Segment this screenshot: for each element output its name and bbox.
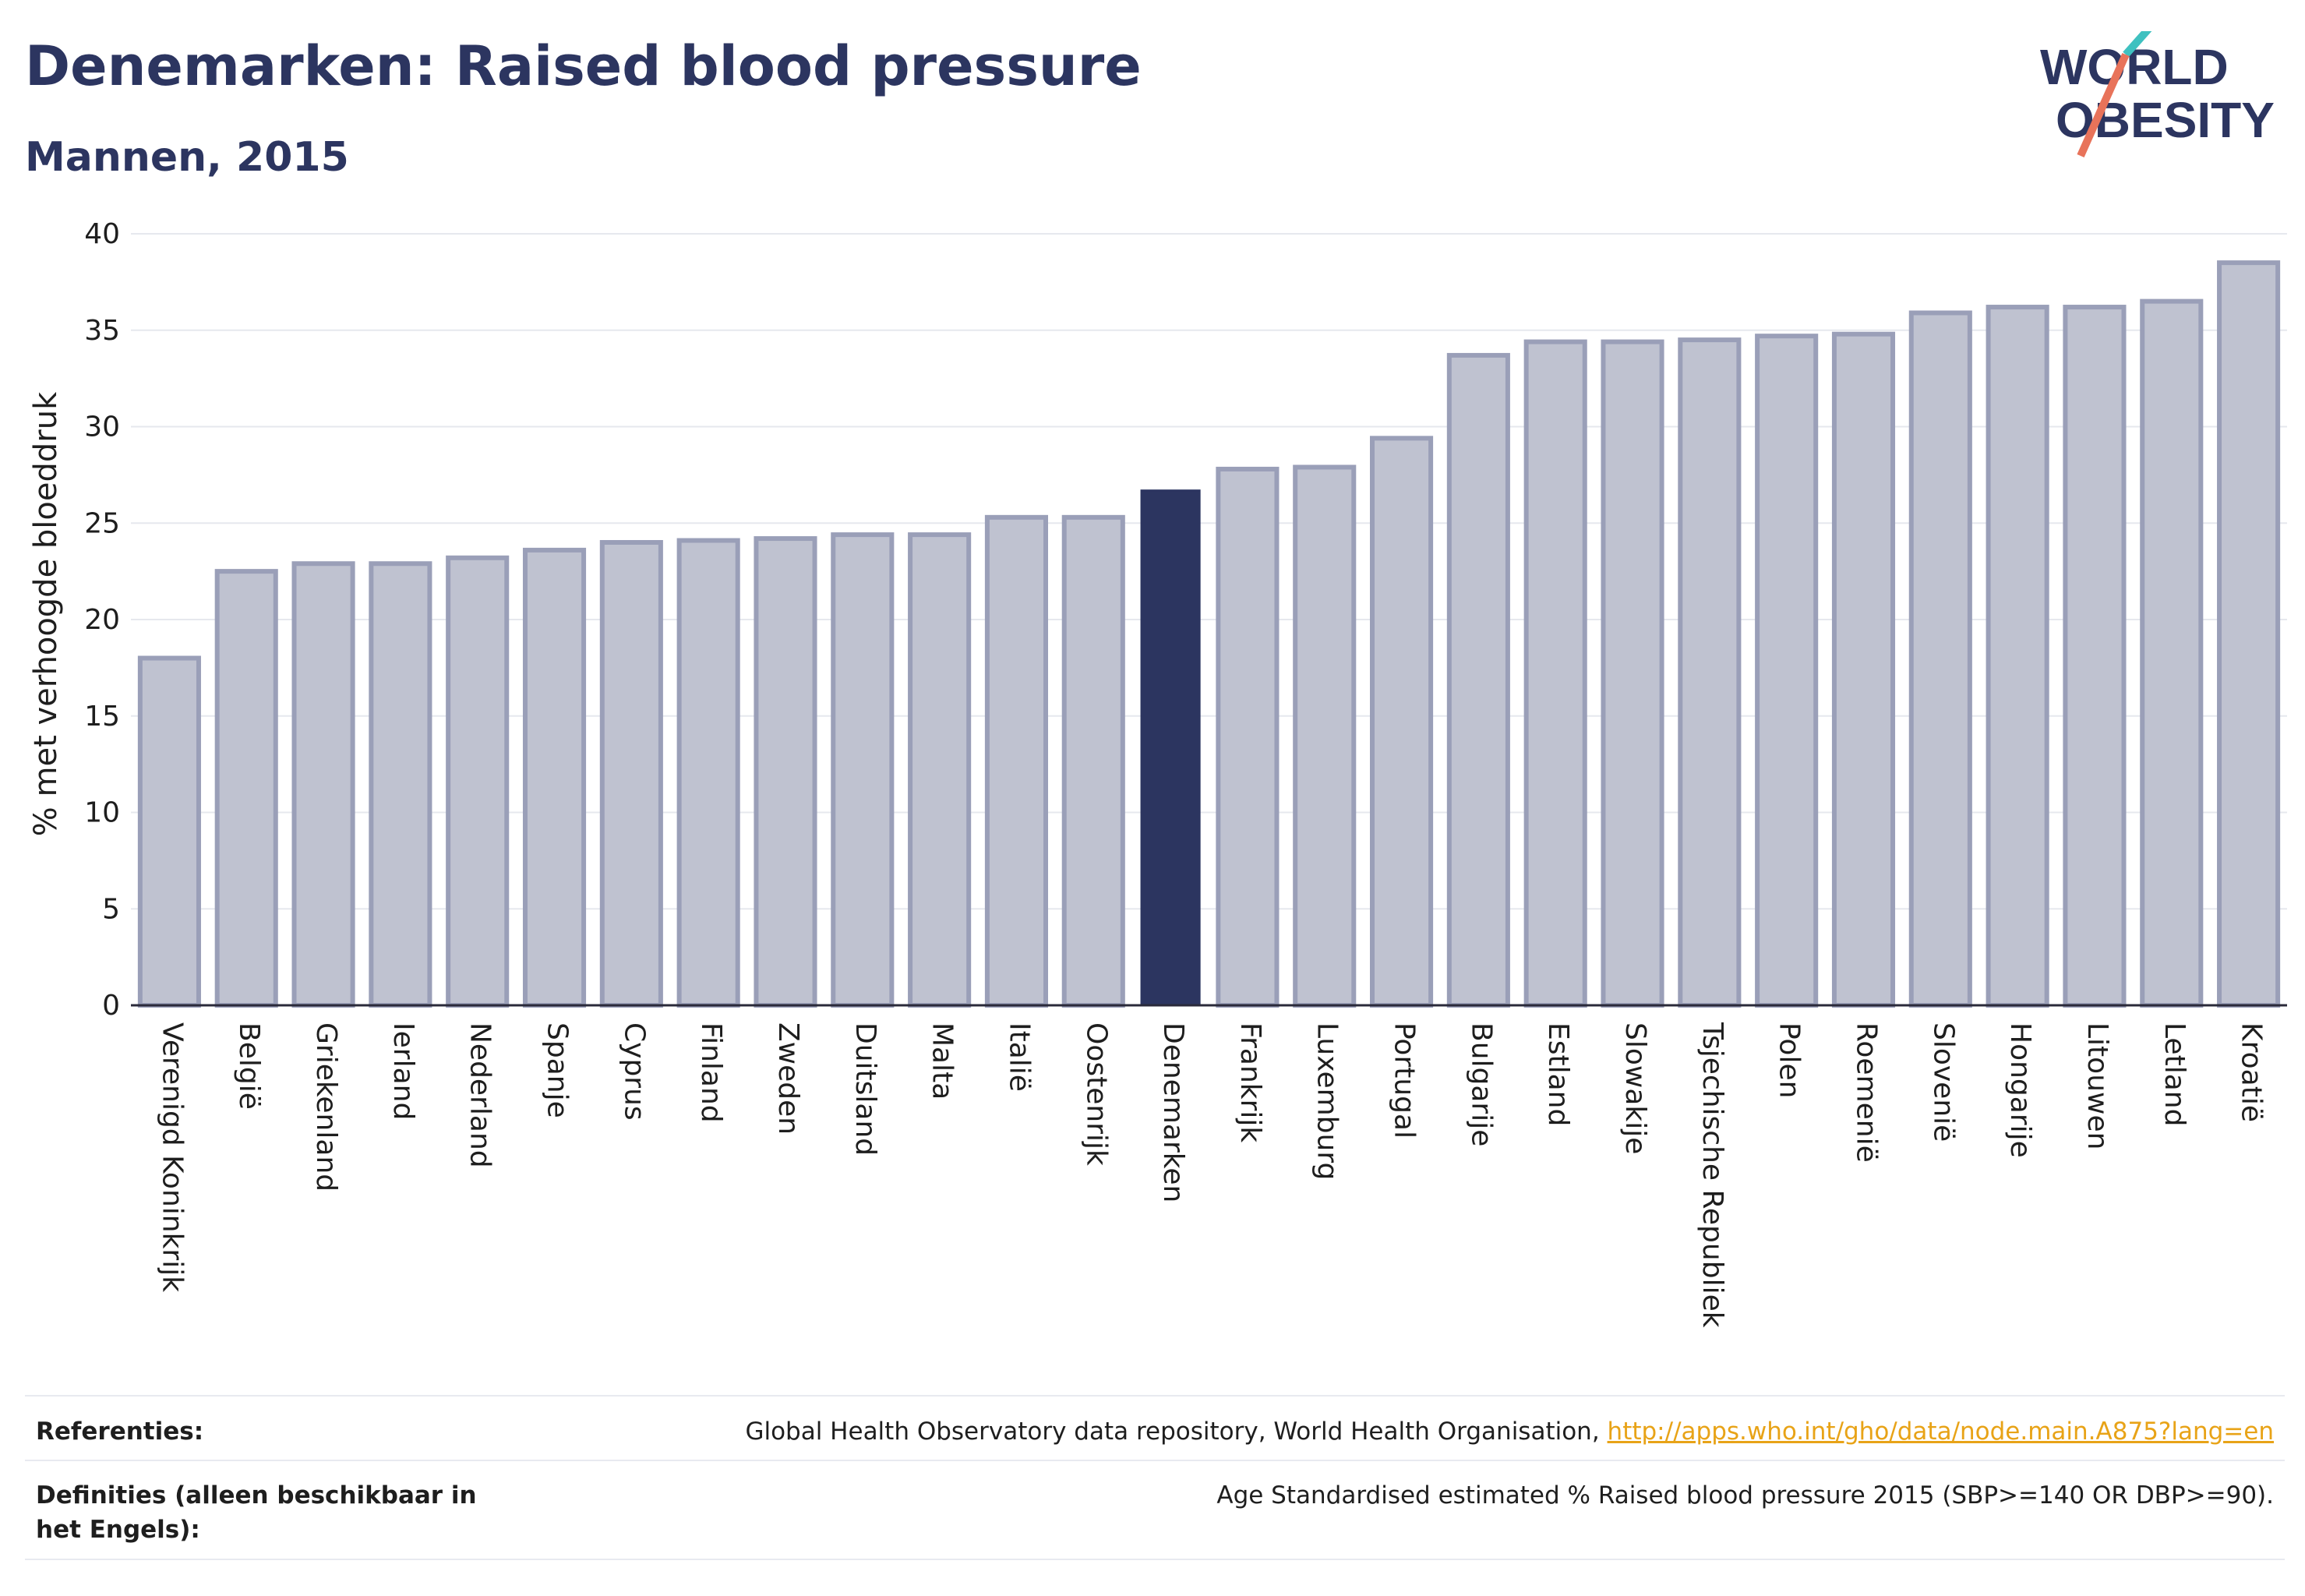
x-tick-label: Ierland bbox=[387, 1022, 419, 1120]
y-tick-label: 35 bbox=[84, 315, 120, 347]
x-tick-label: Polen bbox=[1774, 1022, 1806, 1098]
y-tick-label: 30 bbox=[84, 411, 120, 443]
x-tick-label: Litouwen bbox=[2081, 1022, 2113, 1149]
bar bbox=[599, 540, 663, 1008]
references-link[interactable]: http://apps.who.int/gho/data/node.main.A… bbox=[1607, 1418, 2274, 1446]
x-tick-label: Frankrijk bbox=[1234, 1022, 1266, 1142]
bar bbox=[754, 536, 817, 1008]
bar bbox=[676, 538, 740, 1008]
chart-title: Denemarken: Raised blood pressure bbox=[25, 34, 1142, 98]
bar bbox=[1601, 339, 1664, 1008]
x-tick-label: Verenigd Koninkrijk bbox=[156, 1022, 188, 1292]
x-tick-label: Slovenië bbox=[1927, 1022, 1959, 1142]
x-tick-label: België bbox=[233, 1022, 265, 1110]
footer-divider-bottom bbox=[25, 1559, 2285, 1560]
y-tick-label: 25 bbox=[84, 507, 120, 539]
bar bbox=[1986, 305, 2049, 1008]
references-label: Referenties: bbox=[36, 1418, 204, 1446]
bar bbox=[2217, 260, 2281, 1008]
x-tick-label: Roemenië bbox=[1850, 1022, 1882, 1163]
bar bbox=[1678, 337, 1742, 1008]
x-tick-label: Slowakije bbox=[1619, 1022, 1651, 1154]
bars bbox=[137, 260, 2281, 1008]
x-tick-label: Bulgarije bbox=[1465, 1022, 1497, 1146]
x-tick-label: Luxemburg bbox=[1311, 1022, 1343, 1180]
x-tick-label: Griekenland bbox=[310, 1022, 342, 1192]
definitions-label: Definities (alleen beschikbaar in het En… bbox=[36, 1481, 477, 1544]
world-obesity-logo: WORLD OBESITY bbox=[2040, 31, 2275, 158]
bar bbox=[984, 514, 1048, 1008]
x-tick-label: Oostenrijk bbox=[1080, 1022, 1112, 1166]
x-tick-label: Denemarken bbox=[1157, 1022, 1189, 1202]
bar bbox=[2140, 298, 2204, 1008]
bar-highlighted bbox=[1140, 489, 1201, 1006]
x-tick-label: Duitsland bbox=[849, 1022, 881, 1156]
bar bbox=[1755, 334, 1819, 1008]
x-tick-label: Cyprus bbox=[618, 1022, 650, 1121]
x-tick-label: Estland bbox=[1542, 1022, 1574, 1126]
footer-divider-top bbox=[25, 1395, 2285, 1396]
definitions-value: Age Standardised estimated % Raised bloo… bbox=[1216, 1481, 2274, 1509]
x-tick-label: Italië bbox=[1003, 1022, 1035, 1092]
bar bbox=[291, 561, 355, 1008]
bar bbox=[214, 569, 278, 1008]
y-tick-label: 40 bbox=[84, 218, 120, 250]
y-tick-label: 20 bbox=[84, 604, 120, 636]
references-text: Global Health Observatory data repositor… bbox=[745, 1418, 1600, 1446]
bar bbox=[1216, 466, 1280, 1008]
x-tick-label: Kroatië bbox=[2236, 1022, 2268, 1122]
y-tick-label: 0 bbox=[102, 990, 120, 1022]
bar bbox=[1831, 331, 1896, 1008]
logo-slash-teal bbox=[2123, 31, 2152, 58]
x-axis-ticks: Verenigd Koninkrijk België Griekenland Ierl… bbox=[156, 1022, 2267, 1328]
bar bbox=[1061, 514, 1125, 1008]
bar bbox=[2063, 305, 2127, 1008]
bar-chart: 0 5 10 15 20 25 30 35 40 Verenigd Koninkrijk Belg… bbox=[28, 218, 2287, 1328]
y-tick-label: 10 bbox=[84, 797, 120, 829]
bar bbox=[1908, 310, 1972, 1008]
bar bbox=[137, 655, 201, 1008]
x-tick-label: Zweden bbox=[772, 1022, 804, 1135]
bar bbox=[1293, 464, 1357, 1008]
bar bbox=[1523, 339, 1587, 1008]
x-tick-label: Malta bbox=[927, 1022, 958, 1100]
x-tick-label: Finland bbox=[695, 1022, 727, 1123]
y-axis-ticks: 0 5 10 15 20 25 30 35 40 bbox=[84, 218, 120, 1022]
y-axis-label: % met verhoogde bloeddruk bbox=[28, 391, 64, 836]
chart-subtitle: Mannen, 2015 bbox=[25, 134, 349, 181]
y-tick-label: 15 bbox=[84, 701, 120, 733]
references-value: Global Health Observatory data repositor… bbox=[745, 1414, 2274, 1449]
bar bbox=[1446, 352, 1510, 1008]
x-tick-label: Tsjechische Republiek bbox=[1696, 1022, 1728, 1328]
logo-slash-coral bbox=[2077, 52, 2130, 158]
x-tick-label: Letland bbox=[2159, 1022, 2190, 1126]
bar bbox=[522, 547, 587, 1008]
y-tick-label: 5 bbox=[102, 893, 120, 925]
bar bbox=[369, 561, 432, 1008]
bar bbox=[831, 532, 895, 1008]
bar bbox=[446, 555, 510, 1008]
footer-divider-middle bbox=[25, 1460, 2285, 1461]
x-tick-label: Hongarije bbox=[2004, 1022, 2036, 1158]
x-tick-label: Nederland bbox=[464, 1022, 496, 1168]
x-tick-label: Portugal bbox=[1389, 1022, 1421, 1139]
x-tick-label: Spanje bbox=[542, 1022, 574, 1118]
bar bbox=[1370, 436, 1434, 1008]
bar bbox=[908, 532, 972, 1008]
